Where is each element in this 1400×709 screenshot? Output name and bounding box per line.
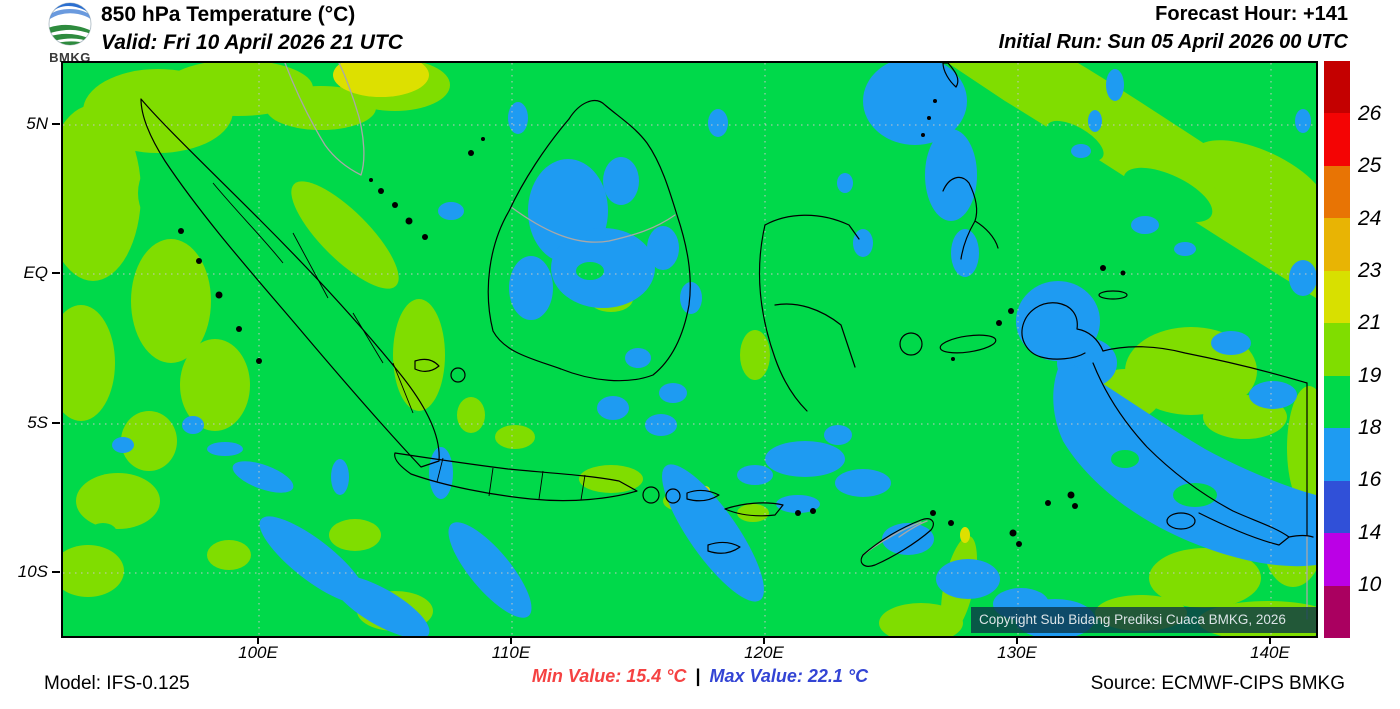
lat-label-10s: 10S xyxy=(17,562,48,581)
colorbar-label-25: 25 xyxy=(1358,154,1382,177)
max-value: Max Value: 22.1 °C xyxy=(709,666,869,686)
graticule xyxy=(63,63,1316,636)
colorbar-block xyxy=(1324,61,1350,114)
minmax-separator: | xyxy=(695,666,701,686)
colorbar-label-19: 19 xyxy=(1358,364,1382,387)
colorbar-block xyxy=(1324,323,1350,376)
colorbar-block xyxy=(1324,165,1350,219)
lat-label-5n: 5N xyxy=(26,114,48,133)
temp-18-19-holes-se xyxy=(576,262,1217,507)
colorbar-label-21: 21 xyxy=(1358,311,1382,334)
x-tick xyxy=(257,637,259,644)
colorbar-block xyxy=(1324,375,1350,429)
copyright-notice: Copyright Sub Bidang Prediksi Cuaca BMKG… xyxy=(971,607,1316,633)
lon-label-130e: 130E xyxy=(997,643,1037,662)
x-tick xyxy=(1016,637,1018,644)
y-tick xyxy=(52,272,60,274)
map-frame: Copyright Sub Bidang Prediksi Cuaca BMKG… xyxy=(61,61,1318,638)
minmax-values: Min Value: 15.4 °C | Max Value: 22.1 °C xyxy=(532,666,868,687)
colorbar-block xyxy=(1324,428,1350,481)
colorbar-label-24: 24 xyxy=(1358,207,1382,230)
lon-label-120e: 120E xyxy=(744,643,784,662)
y-tick xyxy=(52,123,60,125)
colorbar-label-18: 18 xyxy=(1358,416,1382,439)
colorbar-block xyxy=(1324,270,1350,324)
colorbar-block xyxy=(1324,480,1350,534)
colorbar-block xyxy=(1324,218,1350,271)
y-tick xyxy=(52,422,60,424)
lat-label-eq: EQ xyxy=(23,263,48,282)
bmkg-logo: BMKG xyxy=(42,1,98,65)
initial-run: Initial Run: Sun 05 April 2026 00 UTC xyxy=(998,31,1348,53)
lon-label-100e: 100E xyxy=(238,643,278,662)
min-value: Min Value: 15.4 °C xyxy=(531,666,687,686)
colorbar-label-10: 10 xyxy=(1358,573,1382,596)
lat-label-5s: 5S xyxy=(27,413,48,432)
colorbar-block xyxy=(1324,113,1350,166)
colorbar-label-26: 26 xyxy=(1358,102,1382,125)
x-tick xyxy=(1269,637,1271,644)
colorbar-label-16: 16 xyxy=(1358,468,1382,491)
temp-21-23-patches xyxy=(333,63,970,543)
coastlines xyxy=(140,63,1314,567)
forecast-hour: Forecast Hour: +141 xyxy=(1155,3,1348,25)
lon-label-140e: 140E xyxy=(1250,643,1290,662)
lon-label-110e: 110E xyxy=(491,643,531,662)
colorbar-block xyxy=(1324,533,1350,586)
y-tick xyxy=(52,571,60,573)
source-info: Source: ECMWF-CIPS BMKG xyxy=(1090,673,1345,694)
colorbar-label-23: 23 xyxy=(1358,259,1382,282)
colorbar-block xyxy=(1324,585,1350,638)
colorbar-label-14: 14 xyxy=(1358,521,1382,544)
x-tick xyxy=(510,637,512,644)
temp-18-19-holes xyxy=(89,120,1213,543)
valid-time: Valid: Fri 10 April 2026 21 UTC xyxy=(101,31,403,54)
bmkg-logo-text: BMKG xyxy=(49,50,91,65)
temperature-map xyxy=(63,63,1316,636)
page-title: 850 hPa Temperature (°C) xyxy=(101,3,356,26)
temperature-colorbar xyxy=(1324,61,1350,638)
x-tick xyxy=(763,637,765,644)
model-info: Model: IFS-0.125 xyxy=(44,673,190,694)
temp-16-18-patches xyxy=(112,63,1316,636)
bmkg-logo-icon xyxy=(48,2,92,46)
